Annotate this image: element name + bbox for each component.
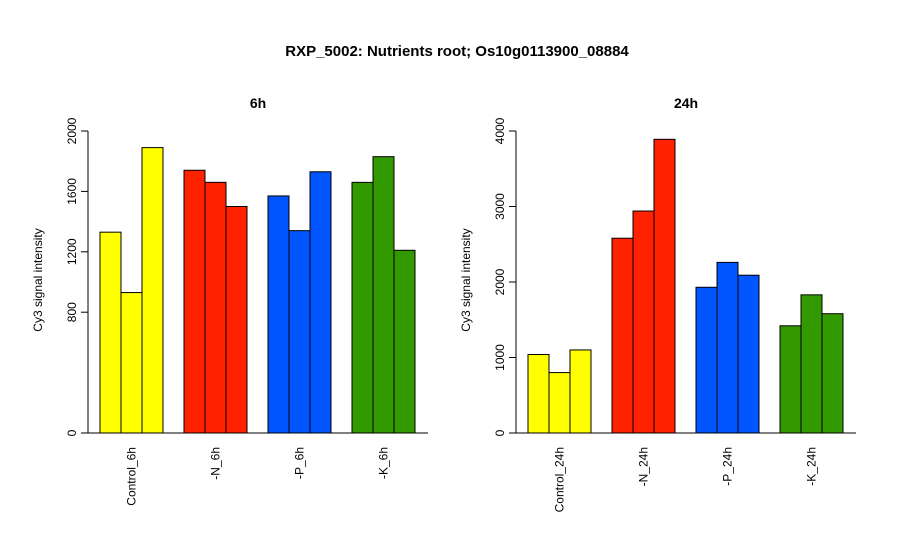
bar bbox=[204, 181, 227, 434]
panel-title: 24h bbox=[674, 95, 698, 111]
category-label: Control_6h bbox=[125, 447, 139, 506]
category-label: -N_24h bbox=[637, 447, 651, 486]
y-tick-label: 2000 bbox=[65, 117, 79, 144]
y-tick-label: 0 bbox=[65, 429, 79, 436]
bar bbox=[653, 138, 676, 434]
y-tick-label: 3000 bbox=[493, 193, 507, 220]
bar bbox=[611, 237, 634, 434]
chart-main-title: RXP_5002: Nutrients root; Os10g0113900_0… bbox=[285, 43, 629, 60]
bar bbox=[99, 231, 122, 434]
y-axis-label: Cy3 signal intensity bbox=[459, 228, 473, 331]
bar bbox=[527, 353, 550, 434]
bar bbox=[632, 210, 655, 434]
bar bbox=[372, 156, 395, 434]
y-tick-label: 1000 bbox=[493, 344, 507, 371]
y-tick-label: 4000 bbox=[493, 117, 507, 144]
y-tick-label: 1600 bbox=[65, 178, 79, 205]
y-tick-label: 1200 bbox=[65, 238, 79, 265]
bar bbox=[120, 292, 143, 434]
y-tick-label: 2000 bbox=[493, 268, 507, 295]
bar bbox=[821, 313, 844, 434]
bar bbox=[569, 349, 592, 434]
bar bbox=[716, 261, 739, 434]
panel-title: 6h bbox=[250, 95, 266, 111]
bar bbox=[183, 169, 206, 434]
bar bbox=[288, 230, 311, 434]
y-tick-label: 800 bbox=[65, 302, 79, 322]
y-tick-label: 0 bbox=[493, 429, 507, 436]
bar bbox=[393, 249, 416, 434]
category-label: -N_6h bbox=[209, 447, 223, 480]
category-label: -K_6h bbox=[377, 447, 391, 479]
bar bbox=[267, 195, 290, 434]
bar bbox=[779, 325, 802, 434]
category-label: -P_24h bbox=[721, 447, 735, 486]
category-label: Control_24h bbox=[553, 447, 567, 512]
bar bbox=[309, 171, 332, 434]
bar bbox=[548, 372, 571, 434]
category-label: -P_6h bbox=[293, 447, 307, 479]
bar bbox=[141, 147, 164, 434]
bar bbox=[225, 206, 248, 434]
bar bbox=[351, 181, 374, 434]
bar bbox=[737, 274, 760, 434]
bar bbox=[695, 286, 718, 434]
y-axis-label: Cy3 signal intensity bbox=[31, 228, 45, 331]
category-label: -K_24h bbox=[805, 447, 819, 486]
bar bbox=[800, 294, 823, 434]
